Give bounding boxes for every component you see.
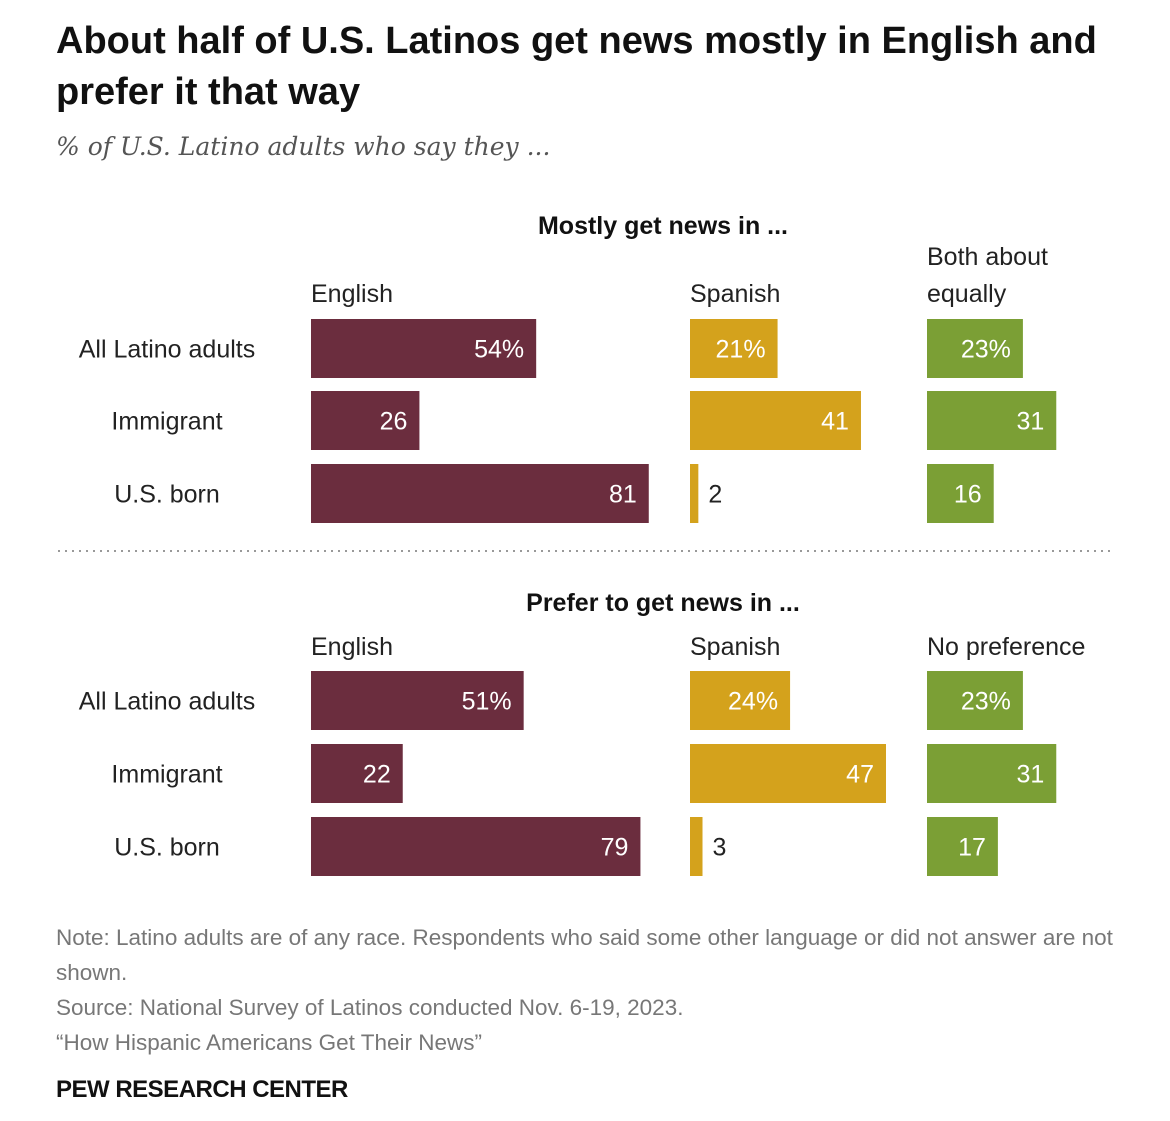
data-label: 23% [961,336,1011,364]
bar [927,817,998,876]
data-label: 2 [708,481,722,509]
data-label: 24% [728,688,778,716]
bar [927,671,1023,730]
bar [690,391,861,450]
bar [927,744,1057,803]
bar [311,391,420,450]
chart-notes: Note: Latino adults are of any race. Res… [56,920,1136,1060]
legend-entry: Spanish [690,633,780,661]
bar [311,319,537,378]
data-label: 47 [846,761,874,789]
legend-entry: Spanish [690,280,780,308]
data-label: 31 [1016,408,1044,436]
category-label: All Latino adults [79,688,256,716]
legend-entry: English [311,633,393,661]
legend-entry: Both about [927,243,1048,271]
chart-subtitle: % of U.S. Latino adults who say they ... [56,132,551,161]
bar [311,464,649,523]
bar [690,464,699,523]
data-label: 23% [961,688,1011,716]
data-label: 21% [716,336,766,364]
data-label: 22 [363,761,391,789]
legend-entry: No preference [927,633,1085,661]
data-label: 41 [821,408,849,436]
bar [927,464,994,523]
panel-title: Prefer to get news in ... [526,589,800,617]
chart-title: About half of U.S. Latinos get news most… [56,20,1097,113]
note-text: Note: Latino adults are of any race. Res… [56,925,1113,985]
data-label: 81 [609,481,637,509]
bar [690,744,886,803]
bar [690,319,778,378]
bar [690,671,791,730]
bar [311,817,641,876]
data-label: 16 [954,481,982,509]
bar [311,744,403,803]
pew-logo-text: PEW RESEARCH CENTER [56,1076,348,1103]
source-text: Source: National Survey of Latinos condu… [56,995,684,1020]
bar [311,671,524,730]
bar [690,817,703,876]
category-label: Immigrant [111,408,222,436]
report-title: “How Hispanic Americans Get Their News” [56,1030,482,1055]
data-label: 51% [462,688,512,716]
data-label: 79 [601,834,629,862]
data-label: 54% [474,336,524,364]
legend-entry: English [311,280,393,308]
data-label: 31 [1016,761,1044,789]
category-label: Immigrant [111,761,222,789]
panel-title: Mostly get news in ... [538,212,788,240]
data-label: 17 [958,834,986,862]
bar [927,391,1057,450]
legend-entry: equally [927,280,1007,308]
category-label: U.S. born [114,481,220,509]
category-label: All Latino adults [79,336,256,364]
data-label: 26 [380,408,408,436]
category-label: U.S. born [114,834,220,862]
data-label: 3 [713,834,727,862]
bar [927,319,1023,378]
